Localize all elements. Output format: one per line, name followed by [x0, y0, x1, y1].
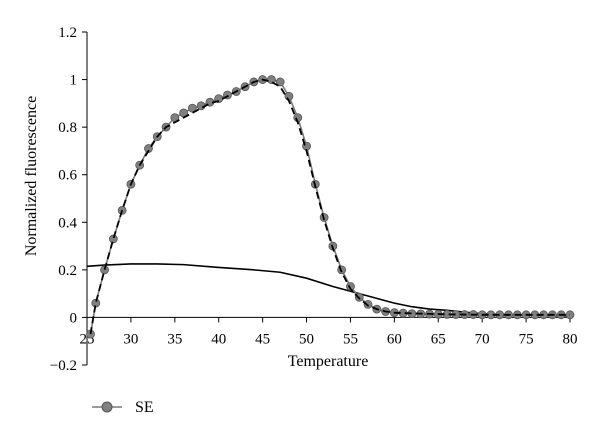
- series-dashed-line: [89, 78, 570, 335]
- y-tick-label: 0.8: [58, 120, 77, 136]
- legend-marker: [101, 401, 113, 413]
- series-se-point: [267, 75, 276, 84]
- x-tick-label: 70: [475, 331, 490, 347]
- y-tick-label: 1: [70, 73, 78, 89]
- series-se-point: [275, 77, 285, 87]
- legend-label-se: SE: [135, 399, 154, 416]
- y-tick-label: 0.2: [58, 263, 77, 279]
- y-tick-label: 0.4: [58, 215, 77, 231]
- x-tick-label: 45: [255, 331, 270, 347]
- x-tick-label: 50: [299, 331, 314, 347]
- y-axis-title: Normalized fluorescence: [23, 96, 40, 256]
- legend: SE: [92, 399, 154, 416]
- series-area: [86, 75, 575, 339]
- x-tick-label: 55: [343, 331, 358, 347]
- x-axis-title: Temperature: [288, 353, 369, 370]
- series-solid-line: [86, 263, 571, 317]
- x-tick-label: 30: [123, 331, 138, 347]
- y-tick-label: −0.2: [50, 358, 77, 374]
- series-se-point: [346, 282, 355, 291]
- x-tick-label: 80: [563, 331, 578, 347]
- x-tick-label: 65: [431, 331, 446, 347]
- x-tick-label: 35: [167, 331, 182, 347]
- series-se-line: [89, 78, 570, 335]
- series-se-point: [284, 91, 294, 101]
- y-tick-label: 0: [70, 310, 78, 326]
- y-axis: −0.2 0 0.2 0.4 0.6 0.8 1 1.2: [50, 25, 88, 374]
- y-tick-label: 1.2: [58, 25, 77, 41]
- y-tick-label: 0.6: [58, 168, 77, 184]
- x-tick-label: 40: [211, 331, 226, 347]
- x-tick-label: 75: [519, 331, 534, 347]
- series-se-point: [363, 299, 373, 309]
- x-tick-label: 60: [387, 331, 402, 347]
- series-se-point: [100, 265, 109, 275]
- x-axis: 25 30 35 40 45 50 55 60 65 70 75 80: [80, 316, 578, 347]
- series-se-point: [108, 234, 118, 244]
